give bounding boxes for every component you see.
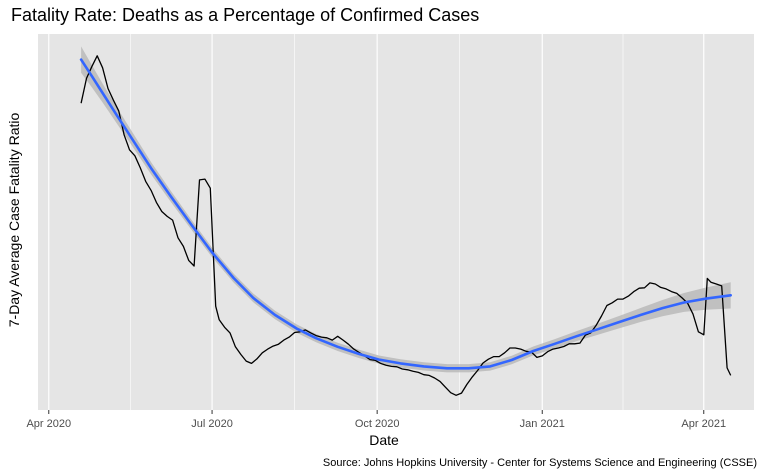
plot-panel (38, 34, 754, 410)
x-tick-label: Jan 2021 (520, 418, 565, 430)
smoothed-series-line (79, 58, 733, 370)
confidence-band (81, 46, 731, 373)
raw-series-line (80, 55, 732, 396)
chart-title: Fatality Rate: Deaths as a Percentage of… (11, 5, 479, 25)
x-axis-ticks: Apr 2020 Jul 2020 Oct 2020 Jan 2021 Apr 2021 (26, 410, 726, 430)
x-tick-label: Apr 2021 (681, 418, 726, 430)
source-caption: Source: Johns Hopkins University - Cente… (323, 457, 757, 469)
x-axis-title: Date (369, 432, 399, 448)
y-axis-title: 7-Day Average Case Fatality Ratio (6, 113, 22, 328)
x-tick-label: Jul 2020 (191, 418, 233, 430)
x-tick-label: Apr 2020 (26, 418, 71, 430)
x-tick-label: Oct 2020 (355, 418, 400, 430)
